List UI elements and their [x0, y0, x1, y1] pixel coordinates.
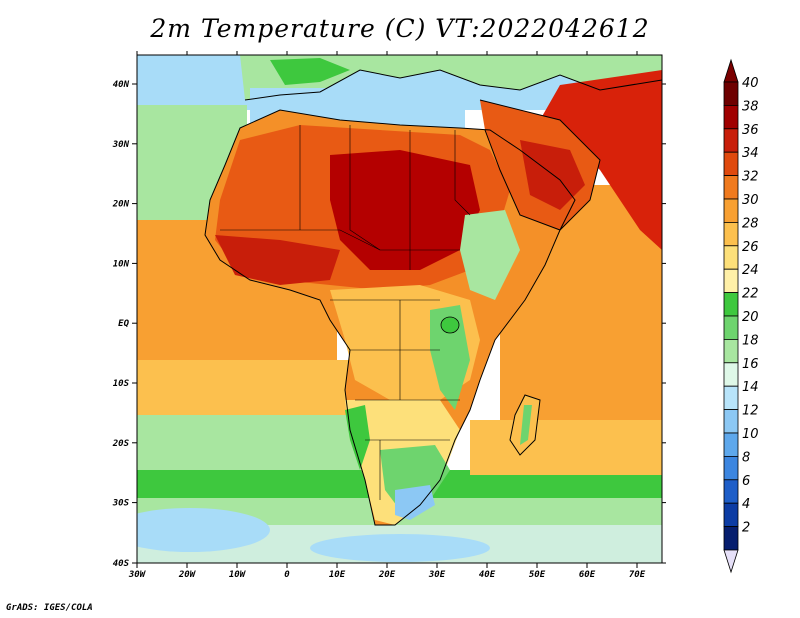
colorbar-level-label: 26 [742, 240, 759, 255]
lat-tick-label: 20N [112, 200, 130, 210]
africa-coastline [204, 109, 576, 526]
colorbar-level-label: 28 [742, 216, 759, 231]
drakensberg-cool [395, 485, 435, 520]
map-title: 2m Temperature (C) VT:2022042612 [150, 14, 650, 43]
colorbar-level-label: 12 [742, 404, 759, 419]
map-axes: 30W 20W 10W 0 10E 20E 30E 40E 50E 60E 70E 40N 30N 20N… [112, 51, 666, 580]
colorbar-swatch [723, 455, 739, 481]
lon-tick-label: 60E [579, 570, 596, 580]
colorbar-swatch [723, 105, 739, 130]
lon-tick-label: 70E [629, 570, 646, 580]
credit-text: GrADS: IGES/COLA [6, 603, 93, 613]
colorbar-level-label: 6 [742, 474, 750, 489]
lon-tick-label: 50E [529, 570, 546, 580]
lat-tick-label: 30N [112, 140, 130, 150]
europe-land [240, 55, 662, 100]
colorbar-level-label: 14 [742, 380, 759, 395]
ocean-indian-south [470, 420, 662, 475]
lat-tick-label: 30S [112, 499, 130, 509]
colorbar-swatch [723, 409, 739, 434]
lon-tick-label: 20E [378, 570, 396, 580]
colorbar-swatch [723, 526, 739, 551]
ocean-south-atlantic-mid [137, 415, 367, 475]
colorbar-level-label: 20 [742, 310, 759, 325]
lon-tick-label: 30W [128, 570, 147, 580]
lon-tick-label: 20W [178, 570, 197, 580]
middle-east-hot [540, 70, 662, 250]
colorbar-level-label: 10 [742, 427, 759, 442]
arabia-coastline [479, 99, 601, 231]
colorbar-swatch [723, 479, 739, 504]
colorbar-swatch [723, 268, 739, 294]
colorbar-level-label: 16 [742, 357, 759, 372]
colorbar-swatch [723, 175, 739, 200]
colorbar-level-label: 38 [742, 99, 759, 114]
madagascar-coastline [509, 394, 541, 456]
lon-tick-label: 30E [428, 570, 446, 580]
colorbar-swatch [723, 221, 739, 247]
colorbar-level-label: 30 [742, 193, 759, 208]
colorbar-level-label: 24 [742, 263, 759, 278]
lat-tick-label: 40N [113, 80, 130, 90]
temperature-field [137, 55, 662, 563]
colorbar-bottom-arrow [723, 549, 739, 574]
ethiopian-highlands [460, 210, 520, 300]
colorbar-swatch [723, 245, 739, 270]
colorbar-level-label: 4 [742, 497, 750, 512]
ocean-cold-patch-2 [310, 534, 490, 562]
plot-frame [136, 54, 663, 564]
colorbar-level-label: 22 [742, 287, 759, 302]
sahara-core [330, 150, 480, 270]
colorbar-level-label: 40 [742, 76, 759, 91]
colorbar-swatch [723, 338, 739, 364]
colorbar: 40 38 36 34 32 30 28 26 24 22 20 18 16 14 12 10 8 6 4 2 [723, 58, 759, 574]
lat-tick-label: 10N [113, 259, 130, 269]
colorbar-swatch [723, 432, 739, 457]
colorbar-swatch [723, 81, 739, 106]
ocean-cold-patch [137, 508, 270, 552]
country-borders [220, 125, 471, 500]
colorbar-swatch [723, 128, 739, 153]
lat-tick-label: 40S [113, 559, 130, 569]
east-africa-green [430, 305, 470, 410]
colorbar-level-label: 36 [742, 123, 759, 138]
colorbar-level-label: 8 [742, 450, 750, 465]
colorbar-top-arrow [723, 58, 739, 83]
colorbar-level-label: 32 [742, 170, 759, 185]
colorbar-swatch [723, 198, 739, 223]
colorbar-swatch [723, 502, 739, 528]
sahel-hot [215, 235, 340, 285]
lon-tick-label: 0 [284, 570, 290, 580]
colorbar-level-label: 2 [742, 521, 750, 536]
colorbar-swatch [723, 385, 739, 411]
colorbar-level-label: 18 [742, 333, 759, 348]
lon-tick-label: 10W [229, 570, 247, 580]
lat-tick-label: 10S [113, 379, 130, 389]
colorbar-swatch [723, 151, 739, 176]
colorbar-level-label: 34 [742, 146, 759, 161]
madagascar-ridge [520, 405, 532, 445]
lake-victoria [440, 316, 460, 334]
colorbar-swatch [723, 292, 739, 317]
lon-tick-label: 40E [479, 570, 496, 580]
colorbar-swatch [723, 315, 739, 340]
europe-coastline [244, 69, 662, 101]
namib-green [345, 405, 370, 470]
europe-highland [270, 58, 350, 85]
lat-tick-label: 20S [112, 439, 130, 449]
lon-tick-label: 10E [329, 570, 346, 580]
ocean-south-atlantic-warm [137, 360, 367, 420]
colorbar-swatch [723, 362, 739, 387]
lat-tick-label: EQ [118, 319, 129, 329]
